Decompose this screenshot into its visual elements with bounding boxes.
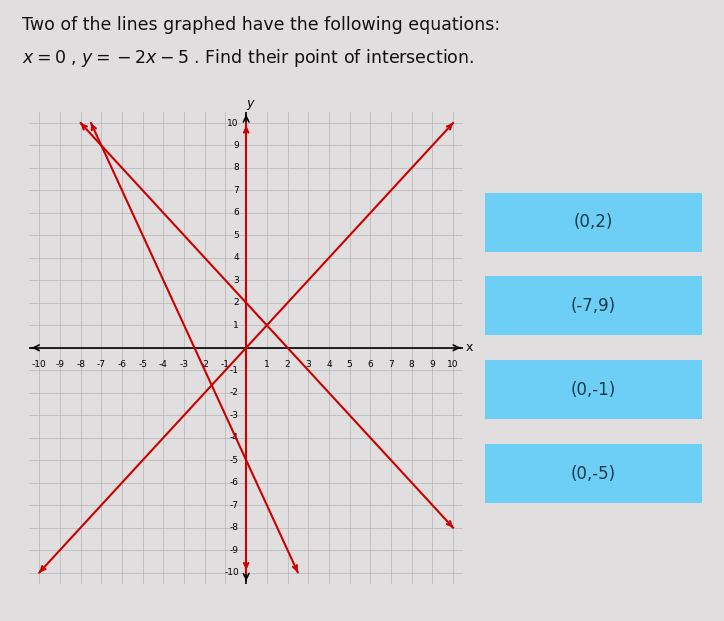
Text: -5: -5 <box>138 360 147 369</box>
Text: 6: 6 <box>233 209 239 217</box>
Text: -1: -1 <box>221 360 230 369</box>
Text: -4: -4 <box>230 433 239 442</box>
Text: -10: -10 <box>32 360 46 369</box>
Text: -9: -9 <box>230 545 239 555</box>
Text: -6: -6 <box>117 360 127 369</box>
Text: -7: -7 <box>230 501 239 510</box>
FancyBboxPatch shape <box>479 193 709 252</box>
Text: 5: 5 <box>233 231 239 240</box>
Text: -8: -8 <box>76 360 85 369</box>
FancyBboxPatch shape <box>479 444 709 503</box>
Text: 7: 7 <box>388 360 394 369</box>
Text: -3: -3 <box>180 360 189 369</box>
Text: y: y <box>246 96 253 109</box>
Text: -2: -2 <box>201 360 209 369</box>
Text: 3: 3 <box>306 360 311 369</box>
Text: -7: -7 <box>97 360 106 369</box>
Text: $x = 0$ , $y = -2x - 5$ . Find their point of intersection.: $x = 0$ , $y = -2x - 5$ . Find their poi… <box>22 47 473 68</box>
Text: (0,-5): (0,-5) <box>571 465 616 483</box>
Text: -2: -2 <box>230 388 239 397</box>
Text: -8: -8 <box>230 523 239 532</box>
Text: -5: -5 <box>230 456 239 465</box>
Text: 8: 8 <box>233 163 239 173</box>
Text: -3: -3 <box>230 410 239 420</box>
Text: 9: 9 <box>233 141 239 150</box>
Text: 5: 5 <box>347 360 353 369</box>
Text: Two of the lines graphed have the following equations:: Two of the lines graphed have the follow… <box>22 16 500 34</box>
Text: 1: 1 <box>233 321 239 330</box>
Text: 4: 4 <box>326 360 332 369</box>
Text: -4: -4 <box>159 360 168 369</box>
Text: -9: -9 <box>56 360 64 369</box>
Text: -10: -10 <box>224 568 239 577</box>
Text: 1: 1 <box>264 360 270 369</box>
Text: 4: 4 <box>233 253 239 262</box>
Text: -1: -1 <box>230 366 239 374</box>
Text: (0,2): (0,2) <box>574 213 613 231</box>
Text: 6: 6 <box>367 360 373 369</box>
Text: 9: 9 <box>429 360 435 369</box>
Text: -6: -6 <box>230 478 239 487</box>
Text: 10: 10 <box>227 119 239 127</box>
Text: 2: 2 <box>285 360 290 369</box>
Text: 10: 10 <box>447 360 459 369</box>
Text: 8: 8 <box>409 360 415 369</box>
Text: 3: 3 <box>233 276 239 285</box>
Text: 7: 7 <box>233 186 239 195</box>
Text: (-7,9): (-7,9) <box>571 297 616 315</box>
Text: x: x <box>466 342 473 354</box>
FancyBboxPatch shape <box>479 360 709 419</box>
Text: (0,-1): (0,-1) <box>571 381 616 399</box>
FancyBboxPatch shape <box>479 276 709 335</box>
Text: 2: 2 <box>233 298 239 307</box>
